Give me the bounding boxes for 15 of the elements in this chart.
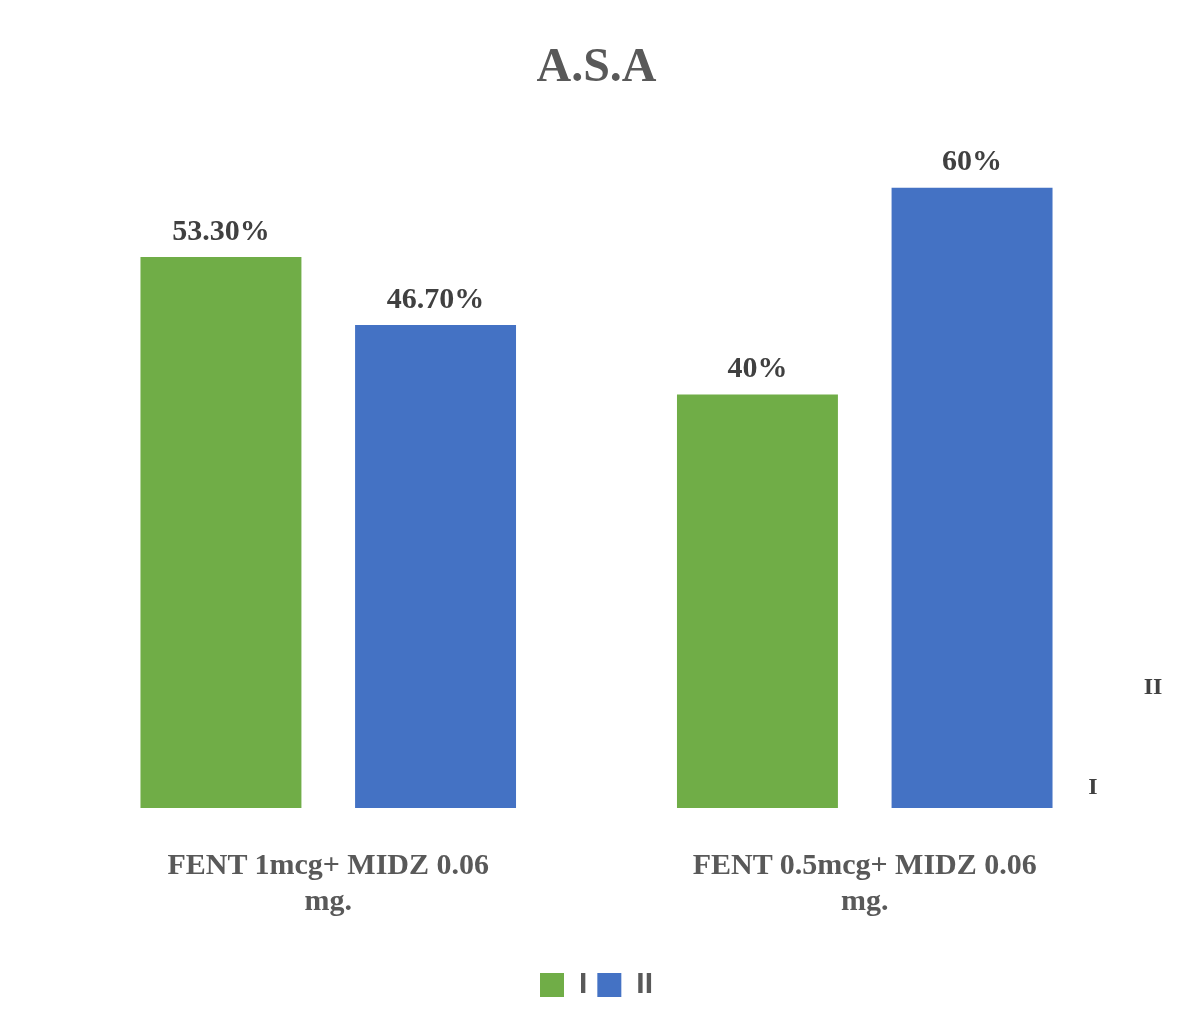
bar bbox=[676, 394, 838, 808]
chart-title: A.S.A bbox=[536, 38, 657, 92]
text: I bbox=[1088, 773, 1098, 800]
data-label: 46.70% bbox=[386, 280, 485, 314]
data-label: 40% bbox=[727, 350, 788, 384]
data-label: 53.30% bbox=[172, 212, 270, 246]
bar bbox=[140, 256, 302, 808]
data-label: 60% bbox=[942, 143, 1003, 177]
bar bbox=[891, 187, 1053, 808]
text: II bbox=[1143, 673, 1163, 700]
x-tick-label: FENT 1mcg+ MIDZ 0.06 mg. bbox=[167, 846, 490, 916]
legend-label: II bbox=[636, 966, 653, 1000]
legend-label: I bbox=[579, 966, 588, 1000]
x-tick-label: FENT 0.5mcg+ MIDZ 0.06 mg. bbox=[692, 846, 1037, 916]
bar bbox=[355, 325, 517, 808]
